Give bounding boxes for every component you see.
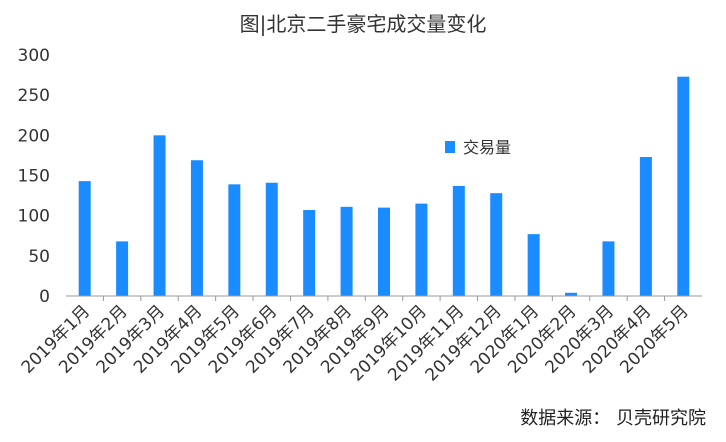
- source-note: 数据来源： 贝壳研究院: [520, 408, 706, 429]
- y-tick-label: 200: [18, 126, 50, 146]
- bar: [639, 157, 652, 296]
- bar-series: [78, 76, 690, 301]
- y-axis: 0 50 100 150 200 250 300: [18, 46, 50, 307]
- bar: [677, 76, 690, 296]
- y-tick-label: 50: [28, 247, 50, 267]
- legend-label: 交易量: [463, 138, 511, 157]
- y-tick-label: 150: [18, 167, 50, 187]
- x-axis-labels: 2019年1月2019年2月2019年3月2019年4月2019年5月2019年…: [18, 301, 693, 385]
- bar: [340, 206, 353, 296]
- y-tick-label: 100: [18, 207, 50, 227]
- y-tick-label: 250: [18, 86, 50, 106]
- bar: [415, 203, 428, 296]
- bar: [378, 207, 390, 296]
- y-tick-label: 0: [39, 287, 50, 307]
- bar: [265, 182, 278, 296]
- bar: [78, 181, 91, 296]
- bar: [490, 193, 503, 296]
- bar: [153, 135, 166, 296]
- bar: [602, 241, 615, 296]
- bar: [228, 184, 241, 296]
- bar: [565, 292, 578, 296]
- bar: [527, 234, 540, 296]
- legend-swatch: [445, 141, 455, 153]
- legend: 交易量: [445, 138, 511, 157]
- bar: [452, 185, 465, 296]
- bar: [303, 210, 316, 296]
- bar: [116, 241, 129, 296]
- chart-title: 图|北京二手豪宅成交量变化: [239, 12, 487, 36]
- bar: [190, 160, 203, 296]
- y-tick-label: 300: [18, 46, 50, 66]
